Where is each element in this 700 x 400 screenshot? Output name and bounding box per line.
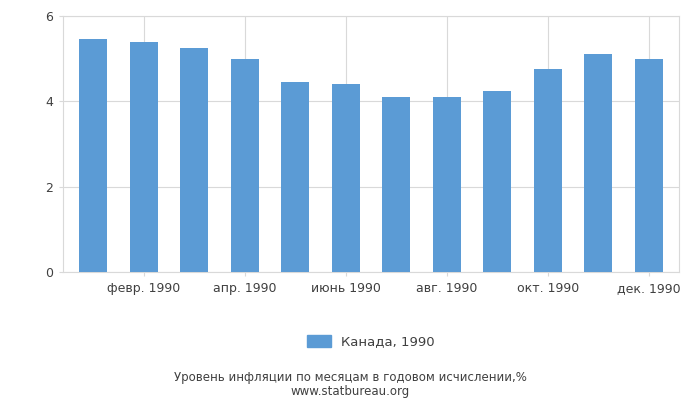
Bar: [79, 40, 107, 272]
Text: Уровень инфляции по месяцам в годовом исчислении,%: Уровень инфляции по месяцам в годовом ис…: [174, 372, 526, 384]
Bar: [130, 42, 158, 272]
Bar: [635, 59, 663, 272]
Bar: [181, 48, 208, 272]
Bar: [281, 82, 309, 272]
Legend: Канада, 1990: Канада, 1990: [302, 330, 440, 354]
Bar: [483, 91, 511, 272]
Bar: [332, 84, 360, 272]
Text: www.statbureau.org: www.statbureau.org: [290, 386, 410, 398]
Bar: [231, 59, 259, 272]
Bar: [534, 69, 561, 272]
Bar: [382, 97, 410, 272]
Bar: [433, 97, 461, 272]
Bar: [584, 54, 612, 272]
